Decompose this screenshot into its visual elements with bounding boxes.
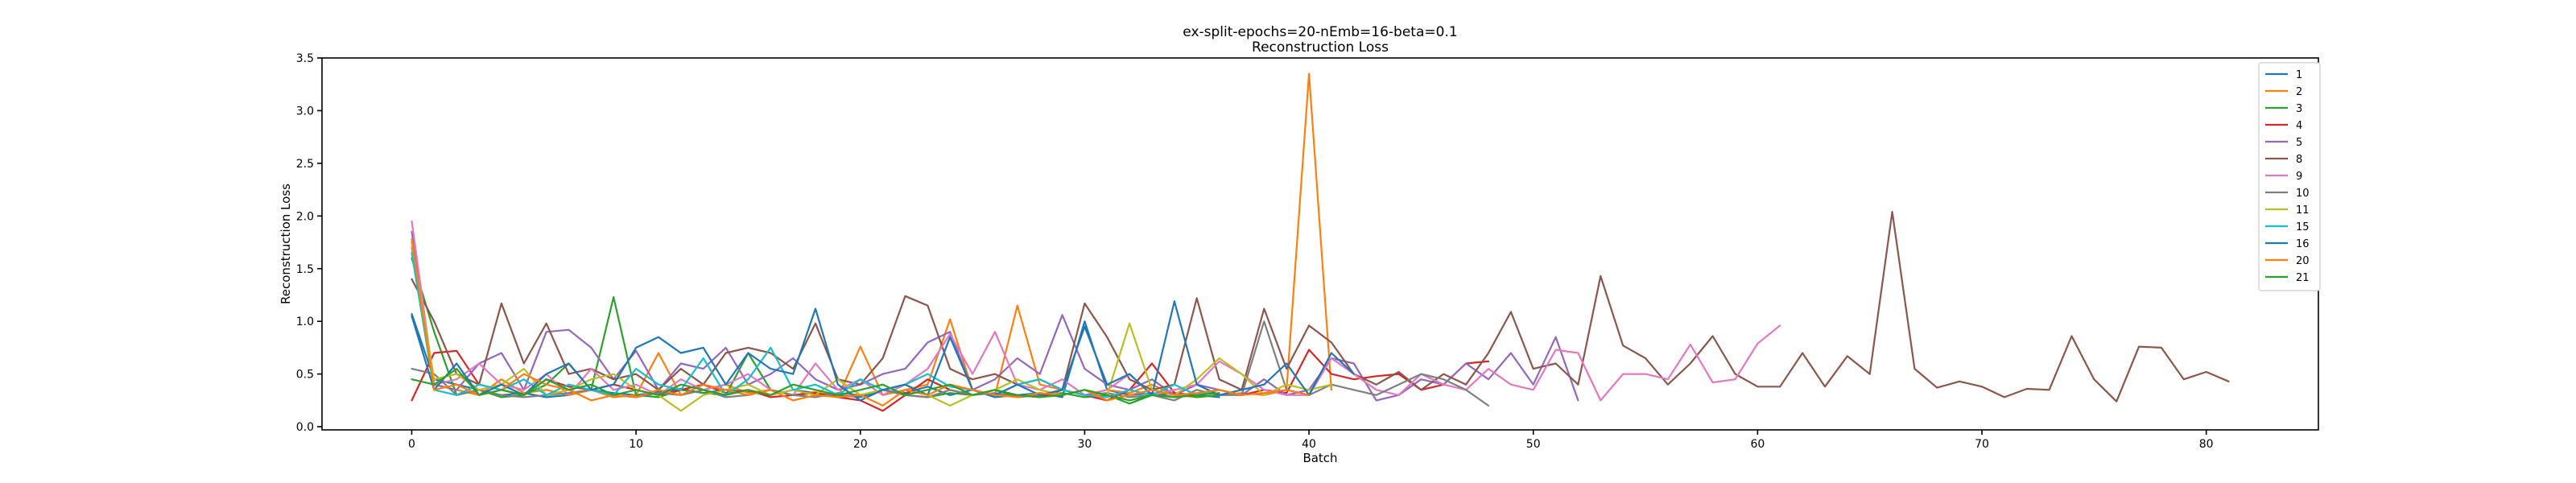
legend-label: 21	[2296, 272, 2310, 284]
x-tick-label: 60	[1750, 438, 1765, 451]
series-line-3	[411, 257, 1220, 405]
legend-label: 4	[2296, 120, 2302, 132]
x-tick-label: 50	[1526, 438, 1541, 451]
series-line-11	[411, 241, 1333, 412]
y-tick-label: 2.0	[296, 210, 314, 223]
legend-label: 20	[2296, 255, 2310, 267]
y-tick-label: 3.0	[296, 105, 314, 118]
y-tick-label: 0.0	[296, 421, 314, 434]
legend-label: 3	[2296, 103, 2302, 115]
plot-lines	[411, 72, 2230, 412]
series-line-21	[411, 368, 1220, 402]
series-line-15	[411, 252, 1220, 398]
series-line-8	[411, 211, 2230, 402]
chart-title: ex-split-epochs=20-nEmb=16-beta=0.1	[1183, 24, 1457, 40]
chart-subtitle: Reconstruction Loss	[1252, 39, 1389, 56]
legend-label: 11	[2296, 204, 2310, 217]
y-tick-label: 0.5	[296, 369, 314, 382]
series-line-5	[411, 230, 1579, 402]
legend-box	[2258, 62, 2321, 291]
legend-label: 2	[2296, 86, 2302, 98]
x-tick-label: 40	[1302, 438, 1316, 451]
x-tick-label: 10	[629, 438, 643, 451]
y-tick-label: 2.5	[296, 158, 314, 171]
series-line-16	[411, 300, 1355, 402]
legend: 1 2 3 4 5 8 9 10 11 15 16 20 21	[2258, 62, 2321, 291]
x-axis-ticks: 0 10 20 30 40 50 60 70 80	[408, 430, 2214, 451]
x-tick-label: 30	[1078, 438, 1092, 451]
x-tick-label: 0	[408, 438, 415, 451]
y-axis-label: Reconstruction Loss	[279, 184, 293, 304]
legend-label: 16	[2296, 238, 2310, 250]
y-tick-label: 3.5	[296, 52, 314, 65]
x-tick-label: 80	[2199, 438, 2214, 451]
legend-label: 1	[2296, 69, 2302, 81]
legend-label: 15	[2296, 221, 2310, 233]
series-line-20	[411, 238, 1311, 407]
legend-label: 8	[2296, 154, 2302, 166]
y-tick-label: 1.0	[296, 316, 314, 328]
x-tick-label: 20	[853, 438, 868, 451]
y-axis-ticks: 0.0 0.5 1.0 1.5 2.0 2.5 3.0 3.5	[296, 52, 322, 434]
series-line-2	[411, 72, 1333, 398]
legend-label: 10	[2296, 188, 2310, 200]
x-tick-label: 70	[1975, 438, 1989, 451]
y-tick-label: 1.5	[296, 263, 314, 276]
legend-label: 9	[2296, 171, 2302, 183]
legend-label: 5	[2296, 137, 2302, 149]
x-axis-label: Batch	[1302, 451, 1337, 465]
series-line-4	[411, 349, 1490, 412]
